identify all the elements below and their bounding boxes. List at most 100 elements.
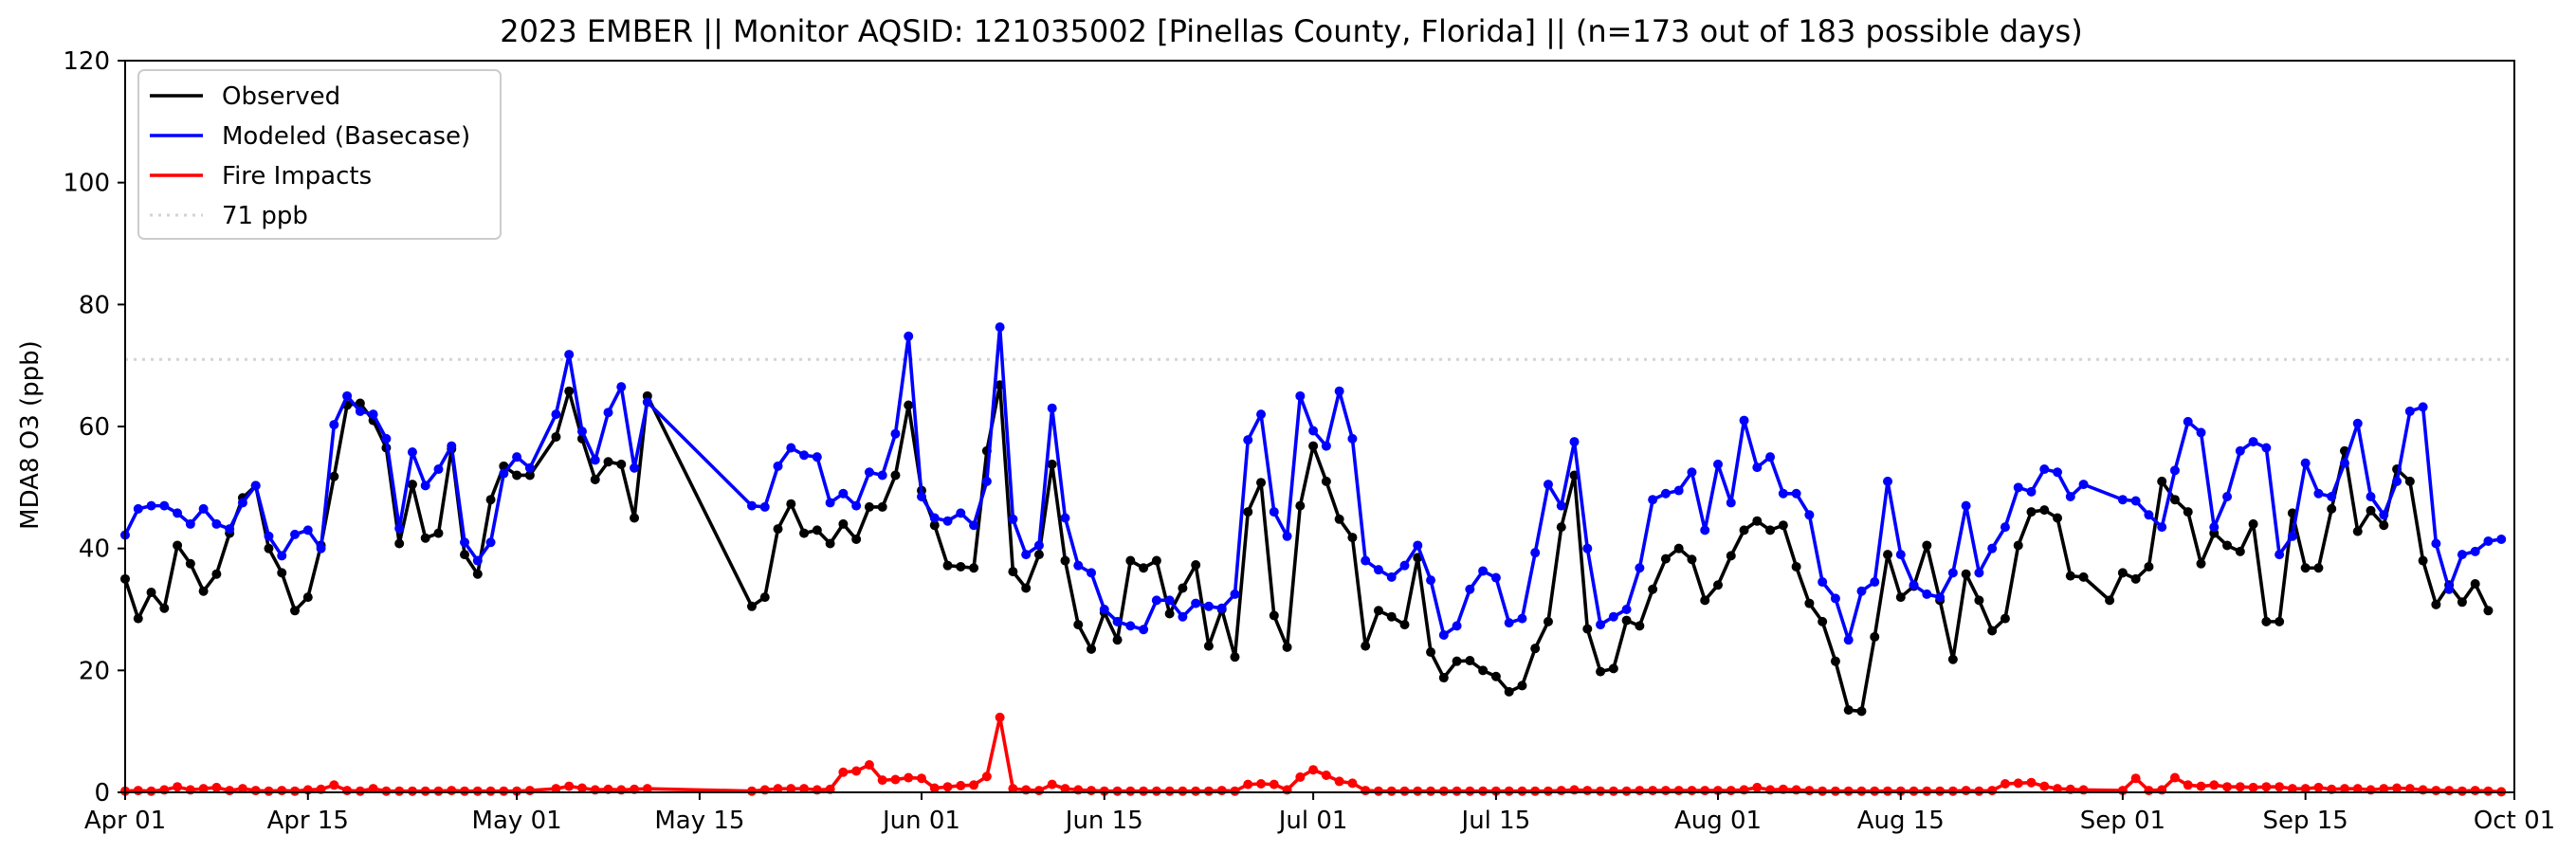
data-point-observed (355, 398, 365, 408)
data-point-observed (838, 518, 849, 529)
data-point-observed (1490, 671, 1501, 681)
data-point-observed (1700, 595, 1710, 606)
data-point-fire-impacts (133, 786, 143, 796)
data-point-modeled-basecase (2287, 531, 2297, 541)
data-point-modeled-basecase (1752, 463, 1763, 473)
data-point-modeled-basecase (2404, 406, 2415, 416)
data-point-fire-impacts (2457, 786, 2467, 796)
data-point-modeled-basecase (1347, 433, 1358, 444)
data-point-modeled-basecase (969, 520, 979, 531)
data-point-observed (1608, 663, 1618, 674)
data-point-observed (2379, 520, 2389, 531)
data-point-observed (1164, 608, 1175, 619)
data-point-observed (1947, 654, 1958, 664)
axes-layer: 0 20 40 60 80 100 120 Apr 01 Apr 15 May 01 May 15 J… (63, 47, 2555, 835)
data-point-observed (2196, 558, 2206, 569)
data-point-modeled-basecase (1099, 605, 1109, 614)
legend-label-observed: Observed (222, 82, 340, 111)
data-point-observed (551, 431, 561, 442)
data-point-observed (2470, 578, 2480, 589)
data-point-fire-impacts (1438, 786, 1449, 796)
data-point-observed (2183, 507, 2193, 517)
data-point-modeled-basecase (1687, 467, 1697, 478)
data-point-modeled-basecase (329, 420, 339, 430)
data-point-modeled-basecase (1765, 452, 1776, 463)
x-tick-label: May 15 (654, 807, 744, 835)
data-point-observed (1987, 626, 1998, 636)
data-point-modeled-basecase (1922, 589, 1932, 599)
data-point-modeled-basecase (2352, 418, 2363, 428)
data-point-observed (1125, 555, 1136, 566)
data-point-observed (1021, 583, 1032, 593)
data-point-fire-impacts (264, 786, 274, 796)
data-point-observed (1230, 652, 1240, 662)
data-point-modeled-basecase (1269, 507, 1279, 517)
data-point-modeled-basecase (2144, 510, 2154, 520)
data-point-observed (864, 501, 874, 512)
data-point-fire-impacts (420, 786, 430, 796)
data-point-observed (2078, 572, 2089, 582)
data-point-fire-impacts (1530, 786, 1541, 796)
data-point-fire-impacts (2431, 786, 2441, 796)
data-point-modeled-basecase (2313, 488, 2324, 499)
data-point-modeled-basecase (1073, 560, 1084, 571)
data-point-fire-impacts (381, 786, 392, 796)
data-point-observed (1243, 507, 1253, 517)
data-point-fire-impacts (2209, 780, 2220, 790)
data-point-fire-impacts (1243, 779, 1253, 789)
data-point-fire-impacts (1648, 786, 1658, 796)
data-point-modeled-basecase (1504, 618, 1514, 628)
data-point-modeled-basecase (1465, 584, 1475, 594)
data-point-modeled-basecase (1648, 495, 1658, 505)
data-point-modeled-basecase (1739, 415, 1749, 426)
legend-label-71-ppb: 71 ppb (222, 202, 308, 230)
data-point-observed (1687, 554, 1697, 565)
data-point-modeled-basecase (942, 516, 953, 526)
data-point-fire-impacts (576, 783, 587, 793)
data-point-observed (1621, 615, 1632, 626)
data-point-modeled-basecase (773, 461, 783, 471)
data-point-observed (2222, 540, 2233, 551)
data-point-observed (759, 592, 770, 603)
data-point-modeled-basecase (1256, 409, 1267, 420)
data-point-fire-impacts (929, 783, 940, 793)
data-point-observed (2261, 616, 2272, 626)
data-point-observed (173, 540, 183, 551)
data-point-modeled-basecase (1726, 498, 1736, 508)
data-point-modeled-basecase (1556, 500, 1566, 511)
data-point-fire-impacts (1047, 779, 1057, 789)
data-point-observed (904, 400, 914, 410)
data-point-modeled-basecase (185, 518, 195, 529)
data-point-modeled-basecase (2418, 402, 2428, 412)
data-point-observed (1321, 476, 1331, 486)
data-point-observed (603, 457, 613, 467)
data-point-modeled-basecase (1112, 616, 1123, 626)
data-point-modeled-basecase (1191, 598, 1201, 608)
data-point-modeled-basecase (1373, 565, 1383, 575)
data-point-fire-impacts (1935, 786, 1946, 796)
data-point-fire-impacts (1987, 786, 1998, 796)
data-point-modeled-basecase (2392, 476, 2402, 486)
data-point-fire-impacts (1164, 786, 1175, 796)
data-point-fire-impacts (1230, 786, 1240, 796)
data-point-fire-impacts (1399, 786, 1410, 796)
data-point-fire-impacts (1386, 786, 1397, 796)
data-point-observed (1660, 554, 1671, 564)
data-point-fire-impacts (290, 786, 301, 796)
data-point-fire-impacts (1490, 786, 1501, 796)
data-point-fire-impacts (342, 786, 353, 796)
data-point-modeled-basecase (812, 452, 822, 463)
data-point-modeled-basecase (2209, 522, 2220, 533)
data-point-observed (1596, 666, 1606, 677)
data-point-modeled-basecase (290, 529, 301, 539)
data-point-fire-impacts (2379, 784, 2389, 794)
data-point-modeled-basecase (512, 452, 522, 463)
data-point-modeled-basecase (1530, 548, 1541, 558)
data-point-modeled-basecase (1700, 525, 1710, 535)
data-point-modeled-basecase (1608, 611, 1618, 622)
x-tick-label: Jun 01 (881, 807, 960, 835)
data-point-observed (2000, 613, 2010, 624)
data-point-modeled-basecase (381, 433, 392, 444)
data-point-observed (420, 533, 430, 543)
